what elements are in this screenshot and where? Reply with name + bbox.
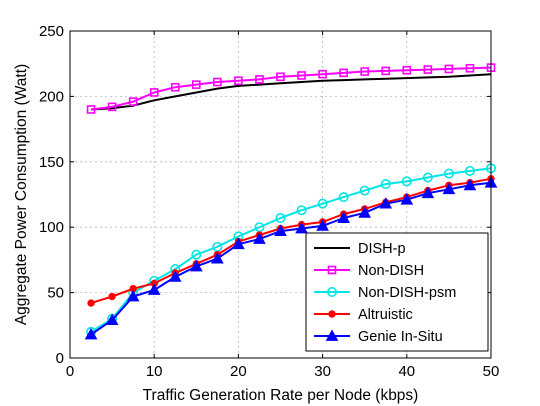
series-line — [90, 177, 492, 305]
circle-point-marker — [359, 185, 370, 196]
axis-ticks: 0 10 20 30 40 50 0 50 100 150 200 250 — [39, 23, 499, 380]
series-1 — [86, 63, 496, 114]
circle-point-marker — [338, 192, 349, 203]
circle-point-marker — [317, 198, 328, 209]
plot-series — [84, 63, 498, 340]
circle-point-marker — [191, 249, 202, 260]
legend-entry: Genie In-Situ — [314, 329, 443, 345]
square-point-marker — [149, 88, 159, 97]
x-tick-label: 40 — [398, 363, 415, 380]
square-point-marker — [86, 105, 96, 114]
circle-point-marker — [296, 205, 307, 216]
square-point-marker — [327, 265, 337, 275]
y-tick-label: 100 — [39, 219, 64, 236]
triangle-point-marker — [105, 313, 119, 325]
legend-label: Altruistic — [358, 307, 413, 323]
triangle-point-marker — [379, 197, 393, 209]
triangle-point-marker — [168, 270, 182, 282]
triangle-point-marker — [421, 186, 435, 199]
x-tick-label: 20 — [230, 363, 247, 380]
x-tick-label: 10 — [146, 363, 163, 380]
circle-point-marker — [443, 168, 454, 179]
legend-label: DISH-p — [358, 241, 406, 257]
triangle-point-marker — [147, 283, 161, 295]
legend-entry: Non-DISH — [314, 263, 424, 279]
square-point-marker — [107, 102, 117, 112]
series-4 — [84, 176, 498, 340]
circle-point-marker — [380, 179, 391, 190]
legend-label: Non-DISH-psm — [358, 285, 456, 301]
series-line — [90, 73, 492, 111]
dot-point-marker — [87, 299, 95, 307]
x-tick-label: 50 — [483, 363, 500, 380]
square-point-marker — [276, 72, 285, 82]
square-point-marker — [255, 75, 264, 84]
triangle-point-marker — [295, 221, 308, 234]
triangle-point-marker — [463, 178, 477, 191]
triangle-point-marker — [400, 193, 414, 205]
legend-entry: Non-DISH-psm — [314, 285, 456, 301]
triangle-point-marker — [84, 327, 98, 340]
square-point-marker — [170, 82, 180, 92]
y-tick-label: 0 — [56, 350, 64, 367]
x-axis-label: Traffic Generation Rate per Node (kbps) — [143, 387, 419, 404]
x-tick-label: 0 — [66, 363, 74, 380]
legend: DISH-p Non-DISH Non-DISH-psm Altruistic Geni… — [305, 232, 489, 352]
triangle-point-marker — [325, 329, 339, 341]
triangle-point-marker — [211, 252, 224, 264]
series-0 — [90, 73, 492, 111]
square-point-marker — [192, 80, 201, 89]
triangle-point-marker — [189, 259, 203, 272]
dot-point-marker — [108, 292, 116, 301]
triangle-point-marker — [442, 182, 456, 195]
circle-point-marker — [422, 172, 433, 183]
dot-point-marker — [328, 310, 336, 318]
y-tick-label: 250 — [39, 23, 64, 40]
square-point-marker — [213, 77, 222, 87]
square-point-marker — [339, 68, 348, 78]
triangle-point-marker — [126, 289, 140, 302]
triangle-point-marker — [253, 232, 266, 244]
square-point-marker — [128, 97, 138, 106]
triangle-point-marker — [274, 224, 287, 237]
square-point-marker — [423, 65, 433, 74]
square-point-marker — [465, 63, 475, 73]
circle-point-marker — [401, 176, 412, 187]
x-tick-label: 30 — [314, 363, 331, 380]
legend-entry: Altruistic — [314, 307, 413, 323]
square-point-marker — [381, 66, 391, 76]
circle-point-marker — [464, 165, 475, 176]
y-tick-label: 200 — [39, 88, 64, 105]
y-axis-label: Aggregate Power Consumption (Watt) — [13, 64, 30, 325]
plot-area-frame — [69, 30, 492, 359]
square-point-marker — [402, 65, 412, 75]
triangle-point-marker — [358, 206, 372, 218]
square-point-marker — [297, 71, 306, 80]
legend-entry: DISH-p — [314, 241, 406, 257]
triangle-point-marker — [337, 211, 350, 223]
square-point-marker — [360, 67, 370, 76]
square-point-marker — [318, 69, 327, 79]
circle-point-marker — [326, 286, 337, 297]
circle-point-marker — [275, 213, 286, 224]
square-point-marker — [444, 64, 454, 74]
triangle-point-marker — [316, 219, 329, 231]
y-tick-label: 150 — [39, 154, 64, 171]
square-point-marker — [234, 76, 243, 86]
triangle-point-marker — [232, 237, 245, 250]
legend-label: Genie In-Situ — [358, 329, 443, 345]
y-tick-label: 50 — [47, 285, 64, 302]
legend-label: Non-DISH — [358, 263, 424, 279]
